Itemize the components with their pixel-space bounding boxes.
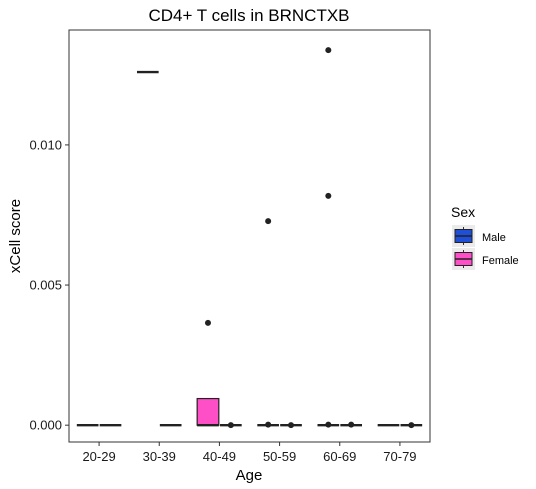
outlier-point	[204, 319, 211, 326]
outlier-point	[325, 421, 332, 428]
x-tick-label: 50-59	[263, 449, 296, 464]
x-tick-label: 60-69	[323, 449, 356, 464]
boxes-layer	[76, 70, 423, 427]
y-axis: 0.000 0.005 0.010	[29, 137, 69, 433]
chart-title: CD4+ T cells in BRNCTXB	[148, 6, 349, 25]
outlier-point	[348, 421, 355, 428]
outlier-point	[288, 422, 295, 429]
x-tick-label: 70-79	[383, 449, 416, 464]
x-axis-title: Age	[236, 467, 263, 484]
x-tick-label: 30-39	[143, 449, 176, 464]
x-axis: 20-29 30-39 40-49 50-59 60-69 70-79	[82, 442, 417, 464]
outlier-point	[265, 421, 272, 428]
outlier-point	[408, 422, 415, 429]
legend-title: Sex	[451, 204, 475, 220]
outlier-point	[325, 47, 332, 54]
legend-label-male: Male	[482, 232, 506, 244]
x-tick-label: 40-49	[203, 449, 236, 464]
legend-item-male: Male	[452, 225, 506, 247]
y-axis-title: xCell score	[7, 199, 24, 273]
outliers-layer	[204, 47, 415, 429]
y-tick-label: 0.005	[29, 278, 62, 293]
box-male-40-49	[196, 397, 220, 427]
legend-label-female: Female	[482, 255, 519, 267]
y-tick-label: 0.000	[29, 418, 62, 433]
outlier-point	[325, 192, 332, 199]
plot-panel	[68, 29, 431, 443]
legend: Sex Male Female	[451, 204, 519, 270]
box-body	[196, 397, 220, 426]
y-tick-label: 0.010	[29, 137, 62, 152]
outlier-point	[265, 218, 272, 225]
outlier-point	[227, 422, 234, 429]
legend-item-female: Female	[452, 248, 519, 270]
x-tick-label: 20-29	[82, 449, 115, 464]
